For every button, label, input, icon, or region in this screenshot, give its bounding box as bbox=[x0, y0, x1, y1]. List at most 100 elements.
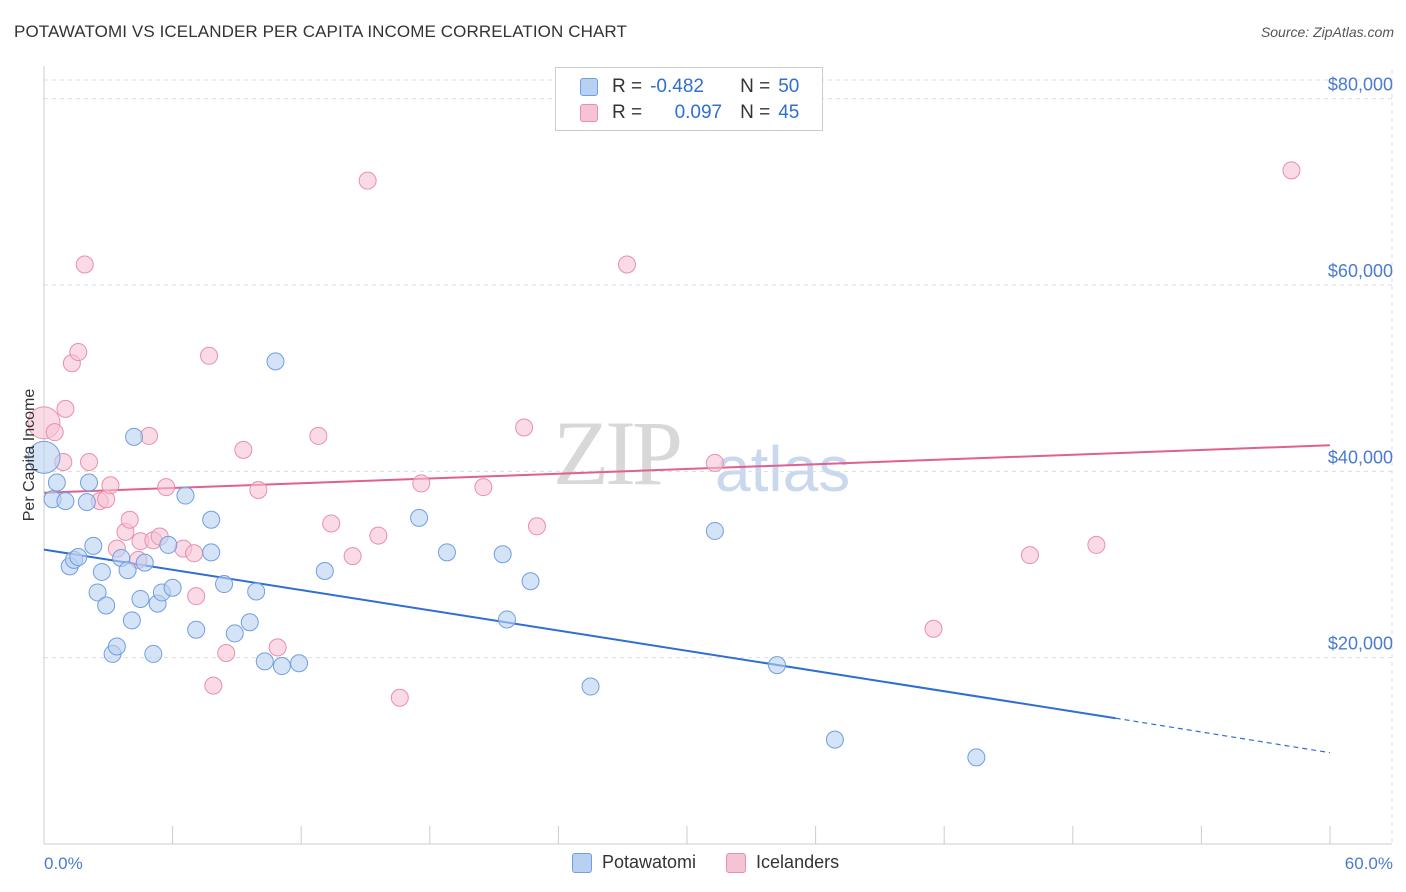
point-potawatomi bbox=[315, 562, 334, 581]
point-potawatomi bbox=[187, 620, 206, 639]
point-icelanders bbox=[358, 171, 377, 190]
bottom-legend: Potawatomi Icelanders bbox=[572, 852, 869, 873]
y-tick-label: $40,000 bbox=[1328, 447, 1393, 467]
bottom-legend-swatch-pink bbox=[726, 852, 747, 873]
point-icelanders bbox=[412, 474, 431, 493]
point-icelanders bbox=[515, 418, 534, 437]
legend-box: R = -0.482 N = 50 R = 0.097 N = 45 bbox=[555, 67, 823, 131]
bottom-legend-label: Potawatomi bbox=[602, 852, 697, 872]
legend-row-potawatomi: R = -0.482 N = 50 bbox=[580, 75, 799, 99]
point-icelanders bbox=[45, 423, 64, 442]
point-icelanders bbox=[527, 517, 546, 536]
legend-row-icelanders: R = 0.097 N = 45 bbox=[580, 101, 799, 125]
point-potawatomi bbox=[202, 543, 221, 562]
chart-title: POTAWATOMI VS ICELANDER PER CAPITA INCOM… bbox=[14, 22, 627, 41]
bottom-legend-label: Icelanders bbox=[756, 852, 840, 872]
trend-line-potawatomi bbox=[43, 548, 1116, 720]
watermark-zip: ZIP bbox=[553, 402, 683, 504]
point-icelanders bbox=[101, 476, 120, 495]
point-potawatomi bbox=[47, 473, 66, 492]
point-icelanders bbox=[249, 480, 268, 499]
point-potawatomi bbox=[77, 493, 96, 512]
point-potawatomi bbox=[56, 492, 75, 511]
point-potawatomi bbox=[247, 582, 266, 601]
point-potawatomi bbox=[97, 596, 116, 615]
point-potawatomi bbox=[202, 510, 221, 529]
point-icelanders bbox=[80, 453, 99, 471]
point-icelanders bbox=[924, 619, 943, 638]
point-icelanders bbox=[234, 440, 253, 459]
point-potawatomi bbox=[107, 637, 126, 656]
point-potawatomi bbox=[159, 535, 178, 554]
point-potawatomi bbox=[493, 545, 512, 564]
point-potawatomi bbox=[240, 613, 259, 632]
point-potawatomi bbox=[215, 575, 234, 594]
point-potawatomi bbox=[967, 748, 986, 767]
point-potawatomi bbox=[497, 610, 516, 629]
point-potawatomi bbox=[84, 536, 103, 555]
point-icelanders bbox=[309, 426, 328, 445]
legend-r-label: R = bbox=[612, 76, 643, 97]
point-icelanders bbox=[69, 343, 88, 362]
point-potawatomi bbox=[225, 624, 244, 643]
point-potawatomi bbox=[163, 578, 182, 597]
point-potawatomi bbox=[144, 644, 163, 663]
point-potawatomi bbox=[272, 657, 291, 676]
y-tick-label: $20,000 bbox=[1328, 634, 1393, 654]
point-potawatomi bbox=[266, 352, 285, 371]
point-icelanders bbox=[617, 255, 636, 274]
bottom-legend-item-potawatomi: Potawatomi bbox=[572, 852, 696, 873]
legend-n-value: 50 bbox=[778, 76, 800, 97]
point-potawatomi bbox=[69, 548, 88, 567]
point-icelanders bbox=[1282, 161, 1301, 180]
point-icelanders bbox=[343, 547, 362, 566]
point-potawatomi bbox=[437, 543, 456, 562]
y-tick-label: $80,000 bbox=[1328, 75, 1393, 95]
point-icelanders bbox=[1020, 546, 1039, 565]
legend-n-value: 45 bbox=[778, 102, 800, 123]
point-icelanders bbox=[705, 453, 724, 472]
y-tick-label: $60,000 bbox=[1328, 261, 1393, 281]
point-icelanders bbox=[56, 399, 75, 418]
x-tick-label-min: 0.0% bbox=[44, 854, 83, 873]
point-potawatomi bbox=[88, 583, 107, 602]
point-icelanders bbox=[1087, 535, 1106, 554]
legend-r-value: 0.097 bbox=[674, 102, 723, 123]
point-potawatomi bbox=[410, 508, 429, 527]
point-potawatomi bbox=[581, 677, 600, 696]
point-icelanders bbox=[204, 676, 223, 695]
point-potawatomi bbox=[92, 562, 111, 581]
point-icelanders bbox=[390, 688, 409, 707]
point-icelanders bbox=[157, 478, 176, 497]
point-potawatomi bbox=[521, 572, 540, 591]
point-potawatomi bbox=[290, 654, 309, 673]
point-icelanders bbox=[369, 526, 388, 545]
point-icelanders bbox=[200, 346, 219, 365]
legend-n-label: N = bbox=[740, 102, 771, 123]
point-potawatomi bbox=[80, 473, 99, 492]
point-potawatomi bbox=[135, 553, 154, 572]
point-potawatomi bbox=[131, 589, 150, 608]
point-icelanders bbox=[120, 510, 139, 529]
point-icelanders bbox=[187, 587, 206, 606]
point-potawatomi bbox=[255, 652, 274, 671]
y-axis-label: Per Capita Income bbox=[21, 389, 38, 522]
point-potawatomi bbox=[118, 561, 137, 580]
point-potawatomi bbox=[176, 486, 195, 505]
legend-swatch-pink bbox=[580, 104, 598, 122]
point-icelanders bbox=[474, 478, 493, 497]
point-potawatomi bbox=[122, 611, 141, 630]
bottom-legend-item-icelanders: Icelanders bbox=[726, 852, 839, 873]
bottom-legend-swatch-blue bbox=[572, 852, 592, 873]
trend-lines bbox=[43, 444, 1331, 754]
point-icelanders bbox=[140, 426, 159, 445]
tick-labels: $20,000 $40,000 $60,000 $80,000 0.0% 60.0% bbox=[44, 75, 1393, 873]
watermark-atlas: atlas bbox=[715, 433, 851, 505]
point-potawatomi bbox=[825, 730, 844, 749]
legend-swatch-blue bbox=[580, 78, 598, 96]
point-potawatomi bbox=[27, 440, 61, 474]
point-potawatomi bbox=[705, 521, 724, 540]
trend-line-potawatomi-extrapolated bbox=[1115, 717, 1331, 754]
point-icelanders bbox=[185, 544, 204, 563]
